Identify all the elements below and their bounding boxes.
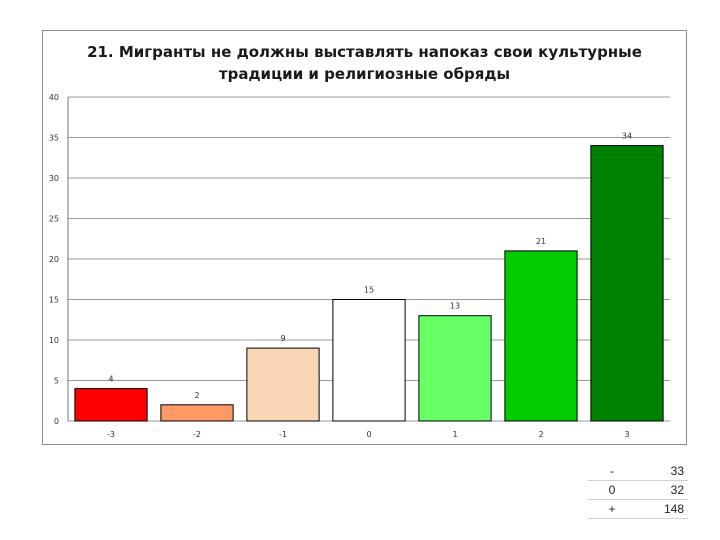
y-tick-label: 10 [49,336,59,345]
y-tick-label: 20 [49,255,59,264]
x-tick-label: 3 [624,430,629,439]
summary-row-negative: - 33 [588,462,688,481]
summary-value: 148 [663,502,684,516]
y-tick-label: 35 [49,134,59,143]
x-tick-label: -3 [107,430,115,439]
summary-value: 32 [670,483,684,497]
x-tick-label: -2 [193,430,201,439]
x-tick-label: 1 [452,430,457,439]
data-label: 15 [364,286,374,295]
data-label: 9 [280,334,285,343]
chart-title-line-2: традиции и религиозные обряды [218,65,511,83]
data-label: 34 [622,132,632,141]
bar [590,145,664,422]
summary-symbol: 0 [608,483,616,497]
bar [332,299,406,422]
summary-symbol: + [608,502,616,516]
y-tick-label: 5 [54,377,59,386]
y-tick-label: 25 [49,215,59,224]
data-label: 21 [536,237,546,246]
x-tick-label: 2 [538,430,543,439]
data-label: 2 [194,391,199,400]
chart-title: 21. Мигранты не должны выставлять напока… [43,41,686,85]
chart-frame: 21. Мигранты не должны выставлять напока… [42,30,687,445]
y-tick-label: 15 [49,296,59,305]
data-label: 13 [450,302,460,311]
data-label: 4 [108,375,113,384]
summary-value: 33 [670,464,684,478]
y-tick-label: 40 [49,93,59,102]
summary-row-neutral: 0 32 [588,481,688,500]
x-tick-label: 0 [366,430,371,439]
summary-row-positive: + 148 [588,500,688,519]
summary-symbol: - [610,464,614,478]
x-tick-label: -1 [279,430,287,439]
bar-plot: 0 5 10 15 20 25 30 35 40 4 -3 2 -2 9 -1 15 0 13 1 21 2 34 3 [49,93,670,439]
bar [246,347,320,422]
bar [160,404,234,422]
y-tick-label: 30 [49,174,59,183]
bar [418,315,492,422]
summary-table: - 33 0 32 + 148 [588,462,688,519]
chart-title-line-1: 21. Мигранты не должны выставлять напока… [87,43,642,61]
bar [74,388,148,422]
y-tick-label: 0 [54,417,59,426]
bar [504,250,578,422]
